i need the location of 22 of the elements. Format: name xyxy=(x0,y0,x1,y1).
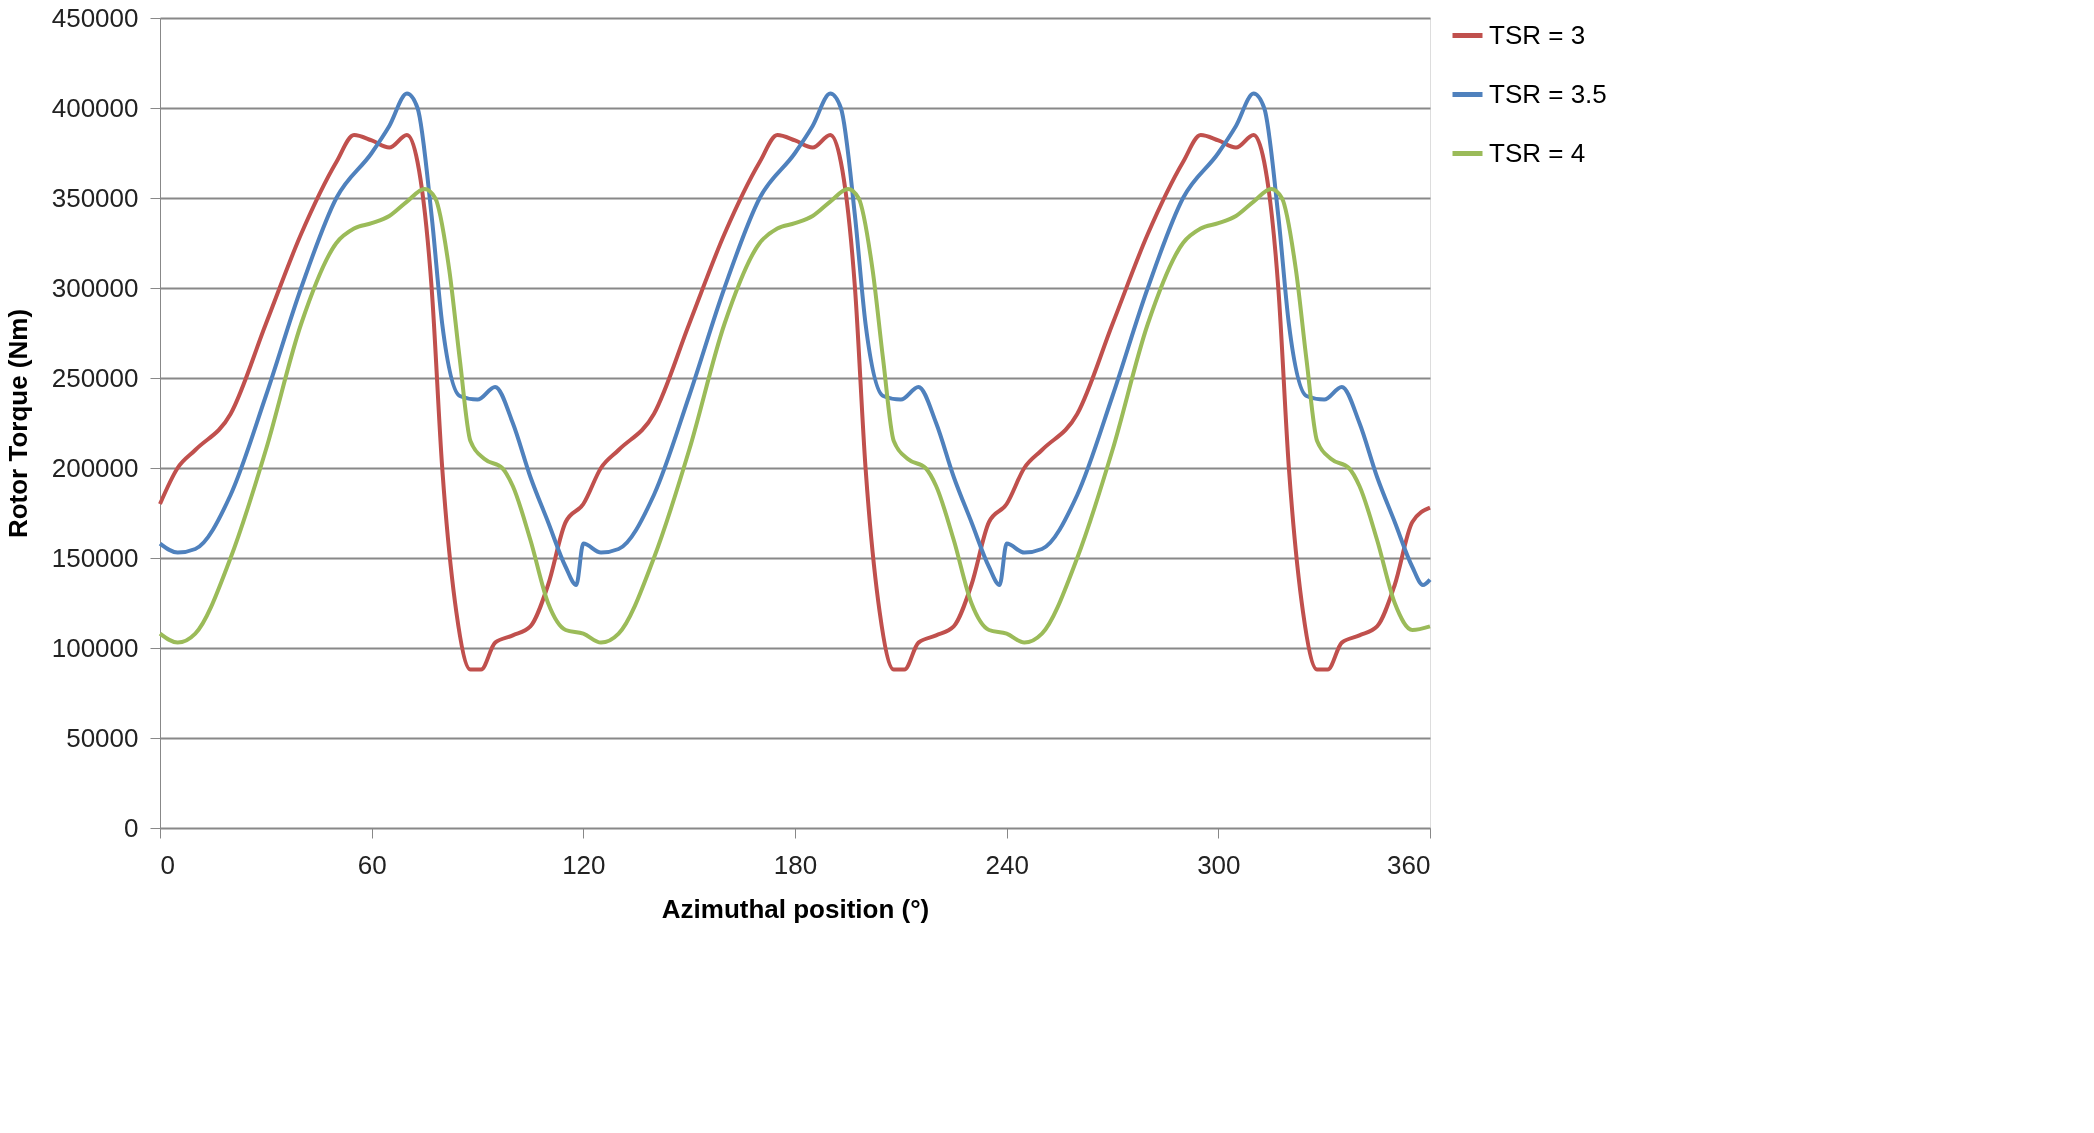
legend-label: TSR = 3 xyxy=(1489,19,1586,50)
x-tick-label: 120 xyxy=(562,849,606,880)
y-tick-label: 350000 xyxy=(51,182,139,213)
y-tick-label: 100000 xyxy=(51,632,139,663)
y-axis-title: Rotor Torque (Nm) xyxy=(2,308,33,539)
x-tick-label: 360 xyxy=(1387,849,1431,880)
y-tick-label: 0 xyxy=(124,812,139,843)
y-tick-label: 300000 xyxy=(51,272,139,303)
y-tick-label: 400000 xyxy=(51,92,139,123)
x-tick-label: 60 xyxy=(357,849,387,880)
y-tick-label: 250000 xyxy=(51,362,139,393)
x-tick-label: 180 xyxy=(773,849,818,880)
y-tick-label: 150000 xyxy=(51,542,139,573)
y-tick-label: 200000 xyxy=(51,452,139,483)
x-tick-label: 300 xyxy=(1197,849,1241,880)
x-axis-title: Azimuthal position (°) xyxy=(661,893,930,924)
legend-label: TSR = 4 xyxy=(1489,137,1586,168)
y-tick-label: 450000 xyxy=(51,2,139,33)
legend-label: TSR = 3.5 xyxy=(1489,78,1607,109)
y-tick-label: 50000 xyxy=(66,722,139,753)
x-tick-label: 0 xyxy=(160,849,175,880)
x-tick-label: 240 xyxy=(985,849,1029,880)
